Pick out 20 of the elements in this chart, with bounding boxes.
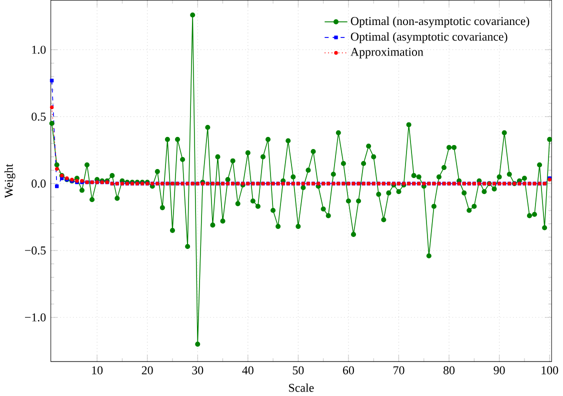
x-tick-label: 10 [92, 366, 103, 374]
x-tick-label: 70 [394, 366, 404, 374]
x-tick-label: 100 [542, 366, 558, 374]
x-tick-label: 40 [242, 366, 254, 374]
y-tick-label: −1.0 [25, 313, 46, 322]
x-axis-title: Scale [289, 383, 314, 392]
legend-label: Optimal (asymptotic covariance) [350, 32, 508, 44]
x-tick-label: 60 [343, 366, 354, 374]
y-tick-label: 0.0 [32, 179, 46, 188]
y-tick-label: 1.0 [32, 46, 46, 54]
x-tick-label: 80 [444, 366, 455, 374]
legend-label: Optimal (non-asymptotic covariance) [350, 16, 530, 28]
y-axis-title: Weight [4, 164, 16, 198]
x-tick-label: 90 [494, 366, 505, 374]
legend-label: Approximation [350, 48, 424, 58]
x-tick-label: 30 [192, 366, 204, 374]
y-tick-label: −0.5 [25, 246, 46, 254]
y-tick-label: 0.5 [32, 112, 46, 121]
x-tick-label: 50 [292, 366, 304, 374]
x-tick-label: 20 [142, 366, 153, 374]
